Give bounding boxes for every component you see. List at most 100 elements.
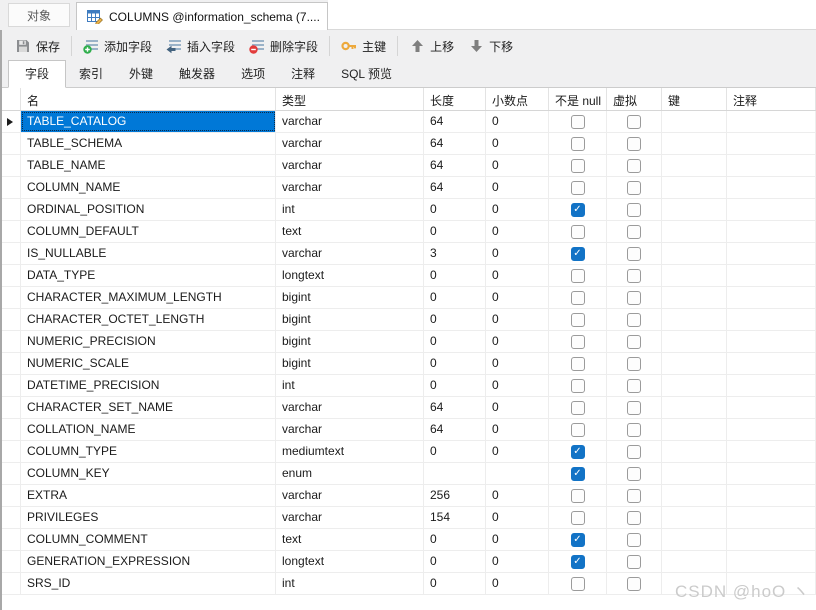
col-header-name[interactable]: 名 (21, 88, 276, 110)
notnull-checkbox[interactable] (570, 554, 585, 569)
field-length-cell[interactable]: 0 (424, 331, 486, 352)
notnull-checkbox[interactable] (570, 312, 585, 327)
row-selector-gutter[interactable] (2, 331, 21, 352)
field-length-cell[interactable]: 0 (424, 551, 486, 572)
tab-sql-preview[interactable]: SQL 预览 (341, 67, 392, 81)
notnull-checkbox[interactable] (570, 268, 585, 283)
virtual-checkbox[interactable] (627, 554, 641, 569)
field-virtual-cell[interactable] (607, 375, 662, 396)
field-name-cell[interactable]: COLUMN_COMMENT (21, 529, 276, 550)
field-length-cell[interactable]: 0 (424, 287, 486, 308)
field-virtual-cell[interactable] (607, 573, 662, 594)
doc-tab-columns-table[interactable]: COLUMNS @information_schema (7.... (76, 2, 329, 30)
field-type-cell[interactable]: mediumtext (276, 441, 424, 462)
field-key-cell[interactable] (662, 199, 727, 220)
field-row[interactable]: NUMERIC_PRECISION bigint 0 0 (2, 331, 816, 353)
notnull-checkbox[interactable] (570, 444, 585, 459)
field-notnull-cell[interactable] (549, 287, 607, 308)
field-notnull-cell[interactable] (549, 551, 607, 572)
field-key-cell[interactable] (662, 485, 727, 506)
field-length-cell[interactable] (424, 463, 486, 484)
field-type-cell[interactable]: int (276, 199, 424, 220)
row-selector-gutter[interactable] (2, 133, 21, 154)
row-selector-gutter[interactable] (2, 375, 21, 396)
field-comment-cell[interactable] (727, 419, 816, 440)
field-decimals-cell[interactable]: 0 (486, 485, 549, 506)
virtual-checkbox[interactable] (627, 180, 641, 195)
field-row[interactable]: GENERATION_EXPRESSION longtext 0 0 (2, 551, 816, 573)
field-decimals-cell[interactable]: 0 (486, 265, 549, 286)
virtual-checkbox[interactable] (627, 114, 641, 129)
field-length-cell[interactable]: 0 (424, 199, 486, 220)
field-name-cell[interactable]: TABLE_CATALOG (21, 111, 276, 132)
row-selector-gutter[interactable] (2, 463, 21, 484)
field-type-cell[interactable]: varchar (276, 397, 424, 418)
notnull-checkbox[interactable] (570, 400, 585, 415)
field-key-cell[interactable] (662, 507, 727, 528)
virtual-checkbox[interactable] (627, 400, 641, 415)
field-notnull-cell[interactable] (549, 309, 607, 330)
row-selector-gutter[interactable] (2, 507, 21, 528)
col-header-key[interactable]: 键 (662, 88, 727, 110)
virtual-checkbox[interactable] (627, 466, 641, 481)
field-row[interactable]: CHARACTER_MAXIMUM_LENGTH bigint 0 0 (2, 287, 816, 309)
field-key-cell[interactable] (662, 331, 727, 352)
field-type-cell[interactable]: bigint (276, 331, 424, 352)
row-selector-gutter[interactable] (2, 199, 21, 220)
field-row[interactable]: TABLE_CATALOG varchar 64 0 (2, 111, 816, 133)
field-type-cell[interactable]: varchar (276, 419, 424, 440)
field-row[interactable]: PRIVILEGES varchar 154 0 (2, 507, 816, 529)
field-virtual-cell[interactable] (607, 243, 662, 264)
field-name-cell[interactable]: ORDINAL_POSITION (21, 199, 276, 220)
notnull-checkbox[interactable] (570, 158, 585, 173)
row-selector-gutter[interactable] (2, 287, 21, 308)
field-type-cell[interactable]: longtext (276, 551, 424, 572)
field-notnull-cell[interactable] (549, 199, 607, 220)
field-decimals-cell[interactable]: 0 (486, 441, 549, 462)
field-row[interactable]: TABLE_SCHEMA varchar 64 0 (2, 133, 816, 155)
virtual-checkbox[interactable] (627, 488, 641, 503)
field-comment-cell[interactable] (727, 441, 816, 462)
field-type-cell[interactable]: varchar (276, 155, 424, 176)
field-row[interactable]: SRS_ID int 0 0 (2, 573, 816, 595)
field-virtual-cell[interactable] (607, 353, 662, 374)
field-notnull-cell[interactable] (549, 463, 607, 484)
field-length-cell[interactable]: 0 (424, 309, 486, 330)
field-row[interactable]: COLUMN_TYPE mediumtext 0 0 (2, 441, 816, 463)
field-notnull-cell[interactable] (549, 507, 607, 528)
field-row[interactable]: TABLE_NAME varchar 64 0 (2, 155, 816, 177)
field-name-cell[interactable]: CHARACTER_SET_NAME (21, 397, 276, 418)
field-name-cell[interactable]: COLLATION_NAME (21, 419, 276, 440)
row-selector-gutter[interactable] (2, 485, 21, 506)
add-field-button[interactable]: 添加字段 (76, 34, 159, 58)
field-decimals-cell[interactable]: 0 (486, 133, 549, 154)
col-header-virtual[interactable]: 虚拟 (607, 88, 662, 110)
field-comment-cell[interactable] (727, 155, 816, 176)
field-decimals-cell[interactable]: 0 (486, 177, 549, 198)
field-name-cell[interactable]: COLUMN_KEY (21, 463, 276, 484)
field-type-cell[interactable]: int (276, 375, 424, 396)
field-decimals-cell[interactable]: 0 (486, 529, 549, 550)
col-header-comment[interactable]: 注释 (727, 88, 816, 110)
field-decimals-cell[interactable]: 0 (486, 111, 549, 132)
field-comment-cell[interactable] (727, 265, 816, 286)
field-type-cell[interactable]: bigint (276, 309, 424, 330)
field-notnull-cell[interactable] (549, 265, 607, 286)
field-type-cell[interactable]: int (276, 573, 424, 594)
field-row[interactable]: COLUMN_KEY enum (2, 463, 816, 485)
field-decimals-cell[interactable]: 0 (486, 155, 549, 176)
field-decimals-cell[interactable]: 0 (486, 199, 549, 220)
notnull-checkbox[interactable] (570, 378, 585, 393)
field-notnull-cell[interactable] (549, 375, 607, 396)
row-selector-gutter[interactable] (2, 111, 21, 132)
virtual-checkbox[interactable] (627, 202, 641, 217)
field-key-cell[interactable] (662, 419, 727, 440)
doc-tab-objects[interactable]: 对象 (8, 3, 71, 27)
field-comment-cell[interactable] (727, 309, 816, 330)
row-selector-gutter[interactable] (2, 419, 21, 440)
field-comment-cell[interactable] (727, 199, 816, 220)
field-name-cell[interactable]: EXTRA (21, 485, 276, 506)
field-length-cell[interactable]: 0 (424, 441, 486, 462)
virtual-checkbox[interactable] (627, 510, 641, 525)
field-decimals-cell[interactable]: 0 (486, 573, 549, 594)
